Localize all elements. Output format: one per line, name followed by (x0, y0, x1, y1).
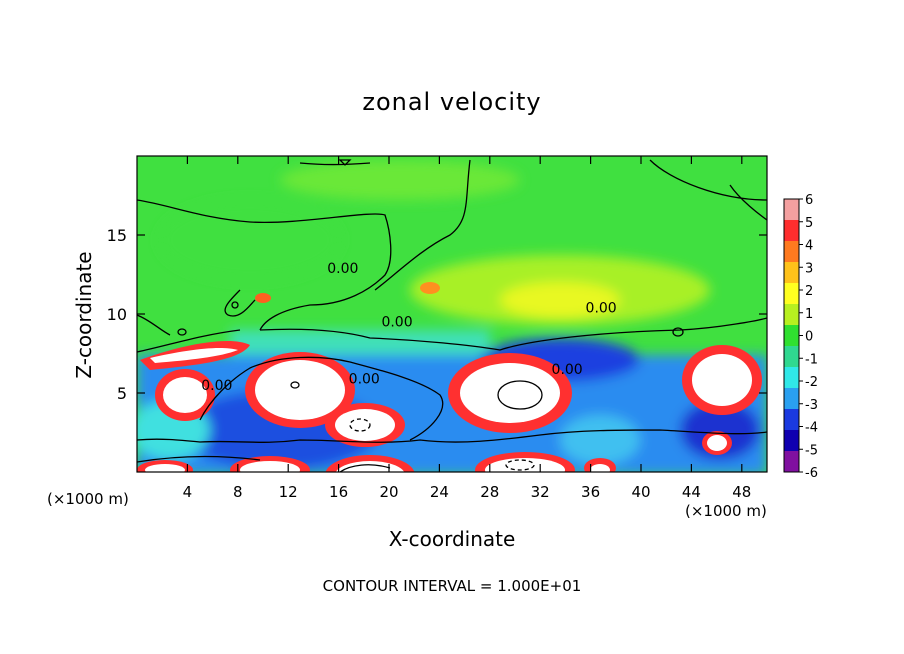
x-tick-label: 44 (682, 483, 701, 501)
colorbar-swatch (784, 325, 799, 347)
y-axis-unit-label: (×1000 m) (47, 490, 129, 508)
colorbar-tick-label: -5 (805, 443, 818, 458)
colorbar-swatch (784, 304, 799, 326)
x-tick-label: 24 (430, 483, 449, 501)
colorbar-swatch (784, 283, 799, 305)
x-tick-label: 4 (183, 483, 193, 501)
colorbar-tick-label: -4 (805, 421, 818, 436)
velocity-field (137, 156, 767, 472)
colorbar-swatch (784, 430, 799, 452)
y-tick-label: 5 (117, 384, 127, 403)
positive-cells (137, 282, 762, 472)
contour-label: 0.00 (381, 315, 412, 331)
colorbar-tick-label: 4 (805, 239, 813, 254)
colorbar-swatch (784, 367, 799, 389)
x-axis: 4 8 12 16 20 24 28 32 36 40 44 48 (183, 156, 751, 501)
colorbar-swatch (784, 346, 799, 368)
contour-label: 0.00 (201, 378, 232, 394)
colorbar-tick-label: -6 (805, 466, 818, 481)
colorbar-tick-label: 2 (805, 284, 813, 299)
colorbar-tick-label: 1 (805, 307, 813, 322)
x-tick-label: 20 (379, 483, 398, 501)
colorbar-swatch (784, 451, 799, 473)
colorbar-swatch (784, 241, 799, 263)
colorbar: 6 5 4 3 2 1 0 -1 -2 -3 -4 -5 -6 (783, 193, 818, 481)
colorbar-swatch (784, 199, 799, 221)
x-axis-unit-label: (×1000 m) (685, 502, 767, 520)
x-tick-label: 8 (233, 483, 243, 501)
x-tick-label: 16 (329, 483, 348, 501)
contour-label: 0.00 (552, 362, 583, 378)
contour-interval-note: CONTOUR INTERVAL = 1.000E+01 (322, 577, 582, 595)
colorbar-tick-label: 5 (805, 216, 813, 231)
colorbar-swatch (784, 262, 799, 284)
chart-title: zonal velocity (362, 88, 542, 116)
colorbar-tick-label: -2 (805, 375, 818, 390)
x-axis-label: X-coordinate (388, 527, 516, 551)
contour-lines (137, 159, 767, 472)
x-tick-label: 48 (732, 483, 751, 501)
y-tick-label: 15 (107, 226, 127, 245)
colorbar-tick-label: 3 (805, 261, 813, 276)
colorbar-tick-label: -3 (805, 398, 818, 413)
x-tick-label: 32 (531, 483, 550, 501)
y-axis: 5 10 15 (107, 226, 767, 403)
x-tick-label: 28 (480, 483, 499, 501)
contour-label: 0.00 (327, 261, 358, 277)
colorbar-swatch (784, 409, 799, 431)
y-tick-label: 10 (107, 305, 127, 324)
colorbar-tick-label: -1 (805, 352, 818, 367)
contour-label: 0.00 (349, 372, 380, 388)
x-tick-label: 40 (631, 483, 650, 501)
contour-label-group: 0.00 0.00 0.00 0.00 0.00 0.00 (201, 261, 616, 394)
colorbar-swatch (784, 388, 799, 410)
x-tick-label: 36 (581, 483, 600, 501)
contour-label: 0.00 (586, 300, 617, 316)
colorbar-swatch (784, 220, 799, 242)
colorbar-tick-label: 0 (805, 330, 813, 345)
colorbar-tick-label: 6 (805, 193, 813, 208)
y-axis-label: Z-coordinate (72, 251, 96, 379)
x-tick-label: 12 (279, 483, 298, 501)
